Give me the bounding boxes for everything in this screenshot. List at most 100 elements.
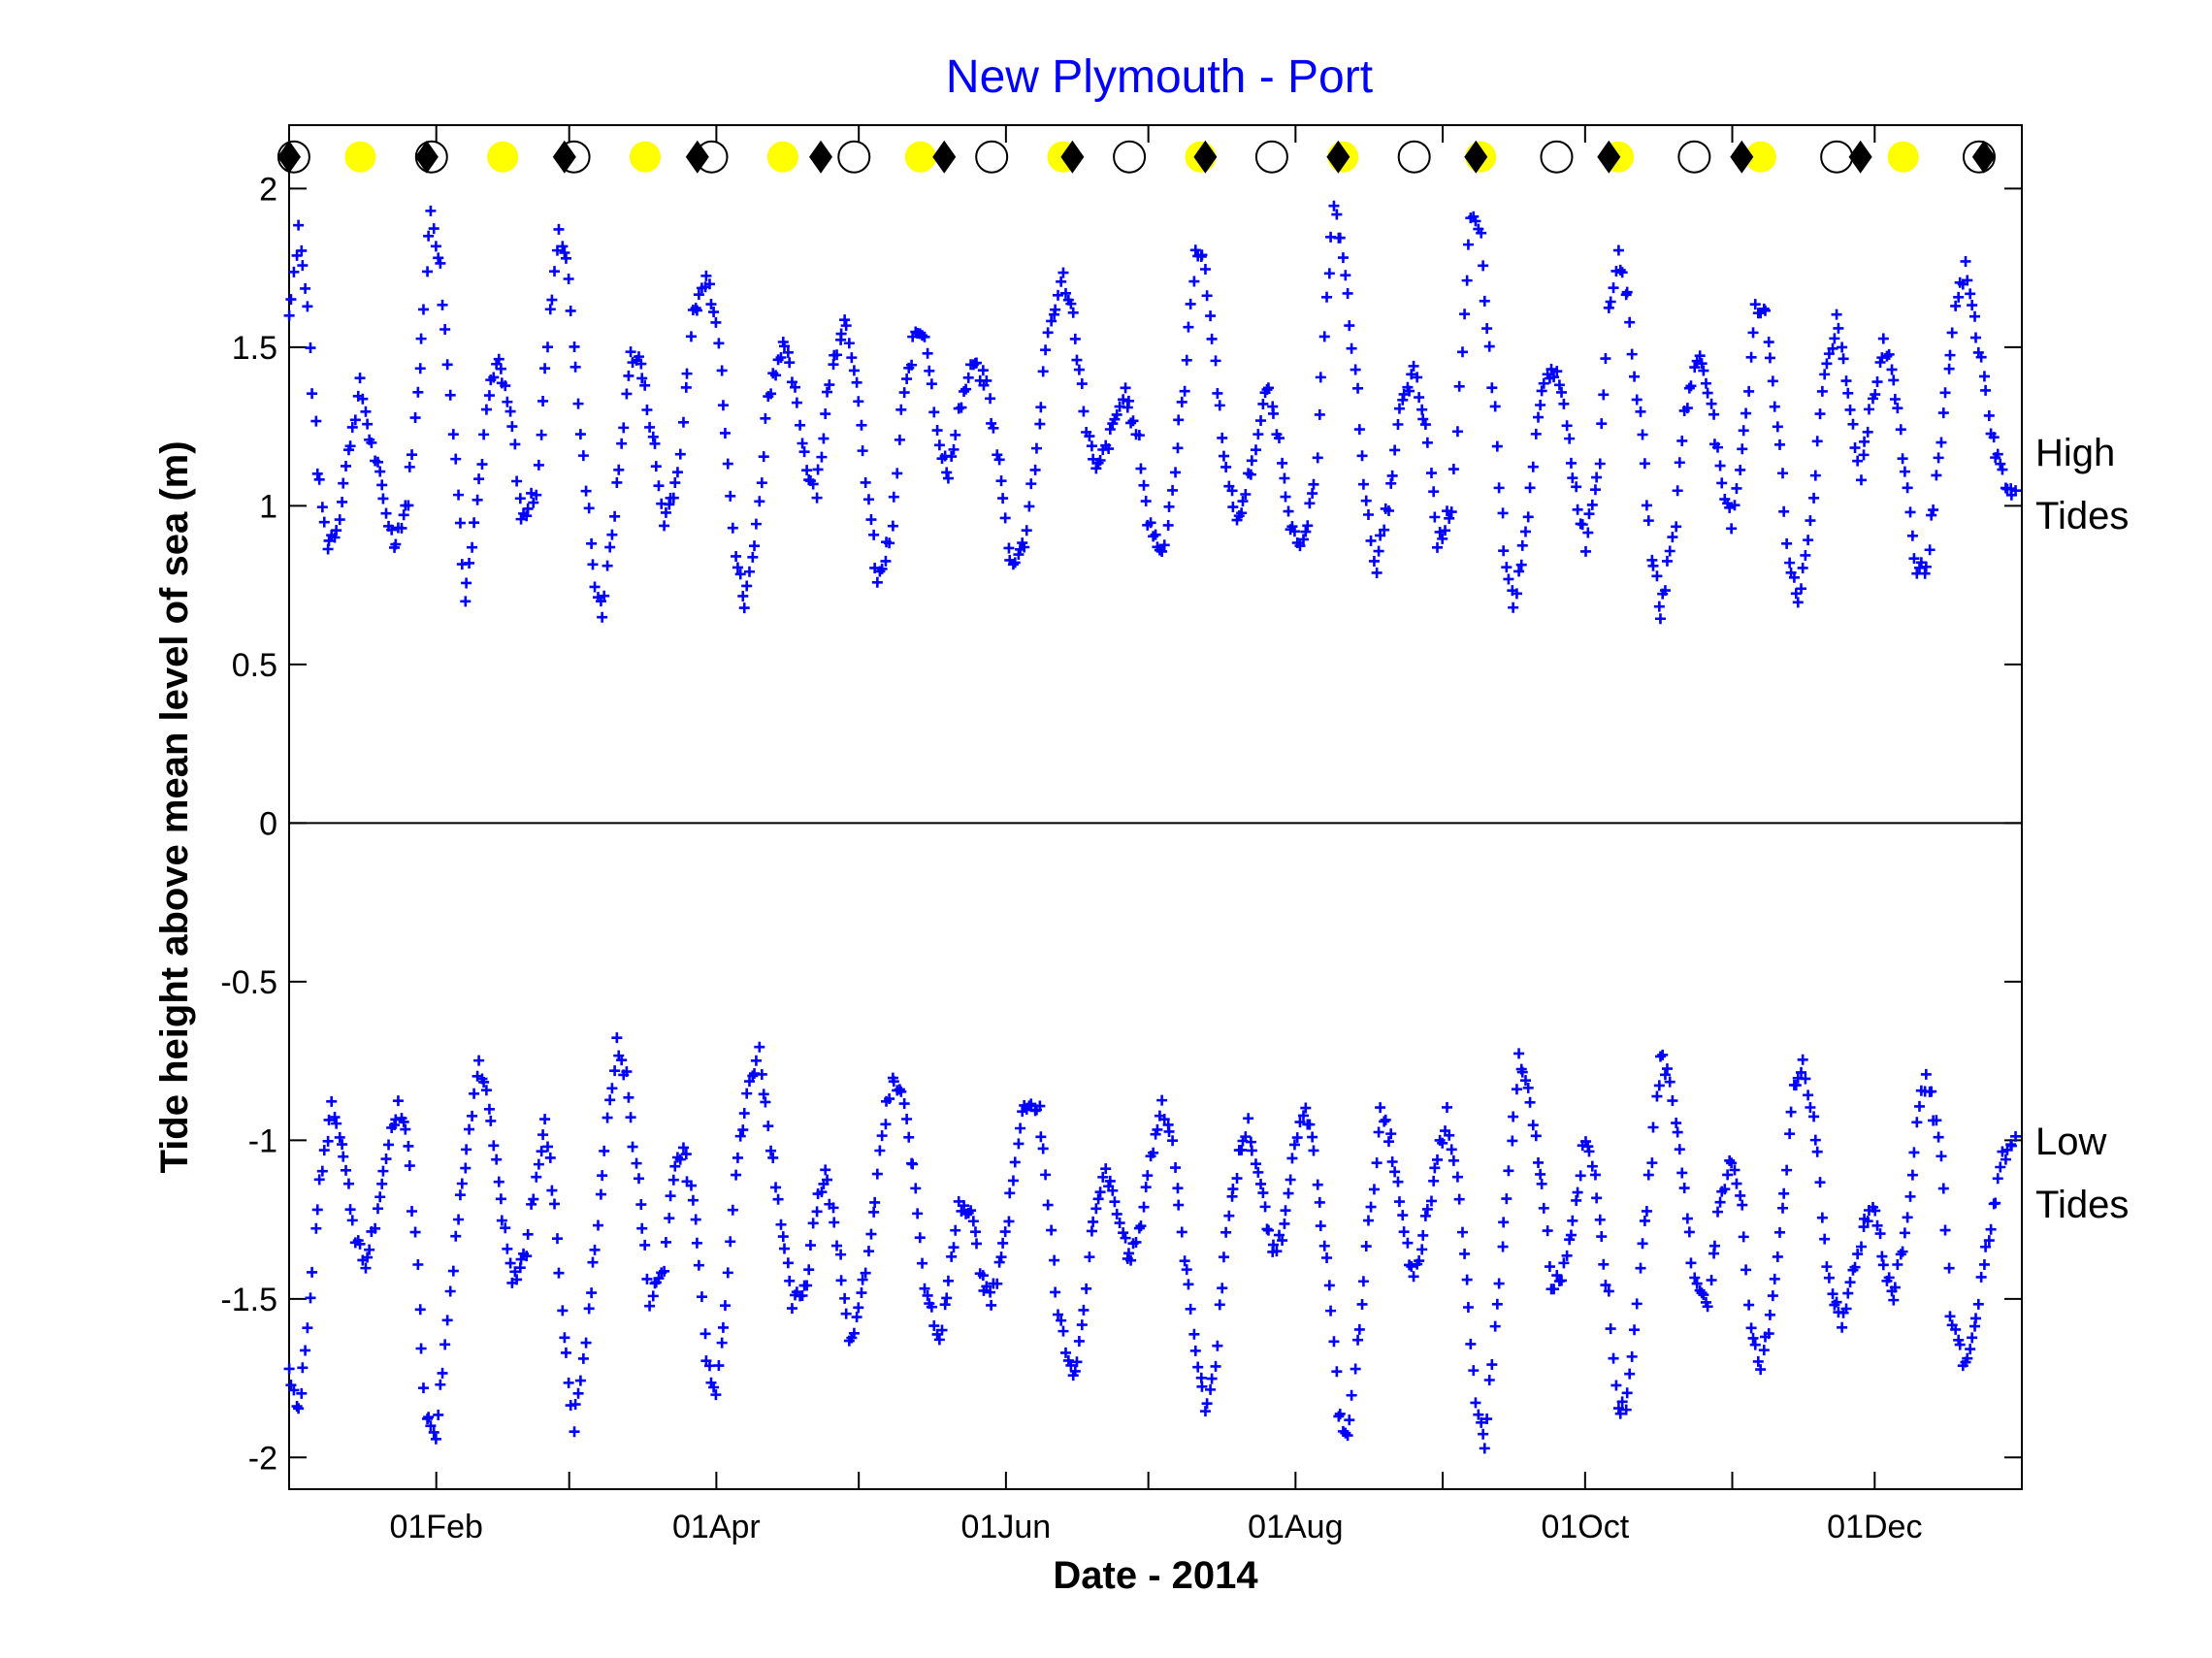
high-tide-point — [731, 550, 742, 562]
high-tide-point — [1571, 481, 1582, 493]
low-tide-point — [311, 1204, 323, 1216]
high-tide-point — [589, 581, 601, 593]
low-tide-point — [644, 1300, 656, 1312]
high-tide-point — [1548, 372, 1560, 383]
high-tide-point — [1312, 452, 1323, 464]
high-tide-point — [1489, 401, 1501, 412]
high-tide-point — [898, 387, 910, 399]
high-tide-point — [906, 359, 918, 371]
high-tide-point — [1591, 471, 1603, 483]
high-tide-point — [300, 282, 311, 294]
high-tide-point — [1667, 532, 1678, 543]
high-tide-point — [1392, 419, 1404, 431]
high-tide-point — [1621, 286, 1633, 298]
low-tide-point — [760, 1096, 771, 1108]
high-tide-point — [360, 406, 372, 417]
high-tide-point — [765, 388, 777, 400]
high-tide-point — [1120, 382, 1131, 394]
low-tide-point — [454, 1189, 466, 1201]
low-tide-point — [297, 1362, 309, 1374]
high-tide-point — [995, 475, 1007, 487]
high-tide-point — [1373, 545, 1384, 557]
low-tide-point — [1307, 1131, 1318, 1143]
low-tide-point — [907, 1158, 919, 1170]
low-tide-point — [1538, 1202, 1549, 1214]
low-tide-point — [1386, 1156, 1398, 1168]
low-tide-point — [1133, 1222, 1145, 1234]
high-tide-point — [1024, 501, 1035, 512]
low-tide-point — [528, 1193, 539, 1205]
high-tide-point — [758, 451, 769, 463]
full-moon-marker — [1744, 141, 1776, 173]
high-tide-point — [1172, 442, 1184, 454]
high-tide-point — [1298, 534, 1309, 545]
low-tide-point — [664, 1213, 675, 1224]
low-tide-point — [1034, 1100, 1046, 1112]
low-tide-point — [1081, 1283, 1092, 1294]
low-tide-point — [1199, 1406, 1211, 1417]
high-tide-point — [1821, 358, 1833, 370]
low-tide-point — [627, 1141, 638, 1153]
low-tide-point — [1796, 1066, 1807, 1078]
low-tide-point — [820, 1164, 831, 1176]
low-tide-point — [948, 1242, 960, 1253]
high-tide-point — [521, 510, 533, 522]
high-tide-point — [1304, 498, 1316, 509]
high-tide-point — [536, 429, 547, 440]
low-tide-point — [551, 1233, 563, 1245]
high-tide-point — [597, 611, 608, 623]
high-tide-point — [337, 496, 348, 507]
high-tide-point — [760, 412, 771, 424]
high-tide-point — [1255, 415, 1267, 427]
high-tide-point — [1404, 385, 1415, 397]
high-tide-point — [1344, 320, 1355, 332]
low-tide-point — [1408, 1271, 1419, 1283]
high-tide-point — [493, 353, 504, 365]
low-tide-point — [1417, 1229, 1429, 1241]
high-tide-point — [931, 425, 943, 437]
high-tide-point — [1847, 418, 1859, 430]
high-tide-point — [820, 408, 831, 420]
high-tide-point — [1086, 440, 1097, 452]
low-tide-point — [488, 1140, 500, 1152]
low-tide-point — [770, 1182, 782, 1193]
high-tide-point — [528, 497, 539, 508]
low-tide-point — [1188, 1328, 1200, 1340]
low-tide-point — [1626, 1350, 1638, 1362]
high-tide-point — [1842, 387, 1854, 399]
high-tide-point — [1902, 482, 1913, 494]
low-tide-point — [763, 1121, 774, 1132]
high-tide-point — [1545, 364, 1557, 375]
low-tide-point — [851, 1312, 862, 1323]
high-tide-point — [1188, 276, 1200, 287]
high-tide-point — [981, 374, 992, 386]
high-tide-point — [283, 309, 295, 321]
low-tide-point — [828, 1202, 839, 1214]
low-tide-point — [1589, 1169, 1601, 1181]
low-tide-point — [1291, 1132, 1303, 1144]
high-tide-point — [1600, 353, 1611, 365]
high-tide-point — [506, 421, 518, 433]
low-tide-point — [1654, 1051, 1666, 1062]
low-tide-point — [1300, 1102, 1312, 1114]
low-tide-point — [708, 1382, 720, 1393]
low-tide-point — [848, 1327, 860, 1339]
low-tide-point — [734, 1130, 746, 1142]
low-tide-point — [1125, 1254, 1137, 1266]
high-tide-point — [1659, 585, 1671, 597]
high-tide-point — [1053, 289, 1064, 301]
low-tide-point — [797, 1289, 808, 1301]
low-tide-point — [986, 1299, 997, 1311]
low-tide-point — [1432, 1154, 1443, 1165]
high-tide-point — [1551, 366, 1563, 377]
high-tide-point — [1511, 588, 1522, 600]
high-tide-point — [1747, 327, 1759, 339]
high-tide-point — [1702, 387, 1713, 399]
high-tide-point — [1212, 387, 1223, 399]
low-tide-point — [959, 1200, 970, 1212]
low-tide-point — [1651, 1090, 1663, 1102]
low-tide-point — [1007, 1175, 1019, 1187]
high-tide-point — [422, 266, 434, 277]
low-tide-point — [1763, 1328, 1774, 1340]
high-tide-point — [376, 479, 388, 491]
